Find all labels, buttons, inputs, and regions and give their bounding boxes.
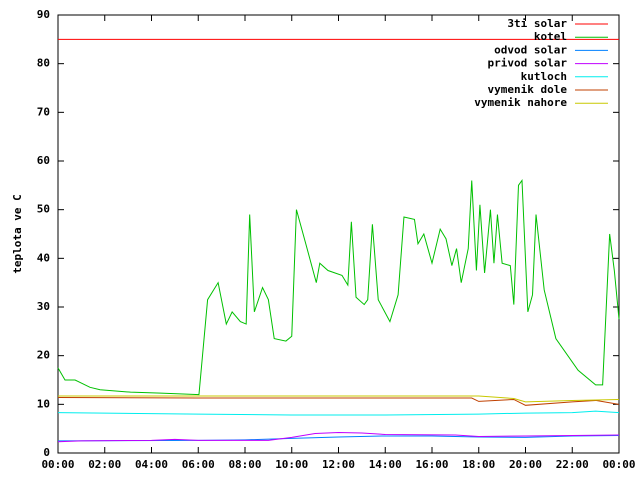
x-tick-label: 18:00 bbox=[462, 458, 495, 471]
series-line bbox=[57, 432, 620, 443]
x-tick-label: 06:00 bbox=[182, 458, 215, 471]
x-tick-label: 16:00 bbox=[415, 458, 448, 471]
x-tick-label: 10:00 bbox=[275, 458, 308, 471]
x-tick-label: 20:00 bbox=[509, 458, 542, 471]
x-tick-label: 04:00 bbox=[135, 458, 168, 471]
y-tick-label: 60 bbox=[37, 154, 50, 167]
legend-label: 3ti solar bbox=[507, 17, 567, 30]
x-tick-label: 12:00 bbox=[322, 458, 355, 471]
series-line bbox=[57, 410, 620, 416]
x-tick-label: 08:00 bbox=[228, 458, 261, 471]
y-tick-label: 70 bbox=[37, 105, 50, 118]
y-axis-label: teplota ve C bbox=[11, 194, 24, 273]
x-tick-label: 00:00 bbox=[41, 458, 74, 471]
y-tick-label: 40 bbox=[37, 251, 50, 264]
x-tick-label: 14:00 bbox=[369, 458, 402, 471]
legend-label: vymenik dole bbox=[488, 83, 568, 96]
series-line bbox=[57, 179, 620, 396]
legend-label: privod solar bbox=[488, 57, 568, 70]
legend-label: vymenik nahore bbox=[474, 96, 567, 109]
legend-label: kotel bbox=[534, 30, 567, 43]
y-tick-label: 50 bbox=[37, 203, 50, 216]
y-tick-label: 80 bbox=[37, 57, 50, 70]
series-line bbox=[58, 395, 620, 403]
x-tick-label: 02:00 bbox=[88, 458, 121, 471]
legend-label: odvod solar bbox=[494, 43, 567, 56]
y-tick-label: 20 bbox=[37, 349, 50, 362]
y-tick-label: 90 bbox=[37, 8, 50, 21]
y-tick-label: 10 bbox=[37, 397, 50, 410]
y-tick-label: 30 bbox=[37, 300, 50, 313]
x-tick-label: 00:00 bbox=[602, 458, 635, 471]
y-tick-label: 0 bbox=[43, 446, 50, 459]
legend-label: kutloch bbox=[521, 70, 567, 83]
series-line bbox=[57, 397, 620, 406]
x-tick-label: 22:00 bbox=[556, 458, 589, 471]
